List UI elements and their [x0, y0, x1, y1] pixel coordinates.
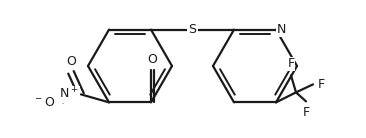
Text: O: O [147, 53, 157, 66]
Text: $^-$O: $^-$O [33, 96, 55, 109]
Text: N: N [277, 23, 286, 36]
Text: S: S [188, 23, 197, 36]
Text: F: F [318, 78, 325, 91]
Text: F: F [302, 106, 310, 119]
Text: F: F [287, 57, 295, 70]
Text: O: O [66, 55, 76, 68]
Text: N$^+$: N$^+$ [59, 87, 79, 102]
